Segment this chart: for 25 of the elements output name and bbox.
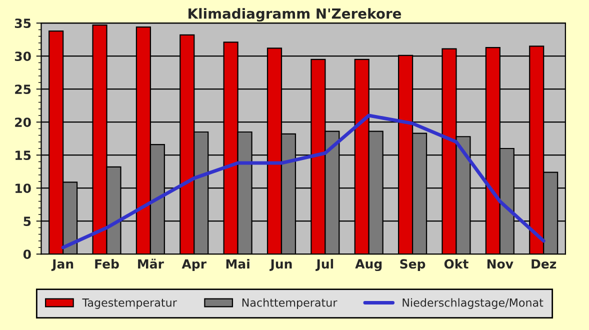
x-tick-label: Nov — [487, 259, 514, 269]
y-tick-label: 30 — [14, 52, 31, 62]
line-series — [61, 114, 546, 250]
x-tick-label: Sep — [400, 259, 426, 272]
y-tick-label: 10 — [16, 184, 31, 194]
x-tick-label: Mai — [226, 258, 250, 269]
x-tick-label: Jun — [270, 259, 292, 271]
x-tick-label: Mär — [138, 258, 164, 269]
legend-label: Niederschlagstage/Monat — [402, 298, 544, 309]
x-tick-label: Jan — [51, 259, 74, 271]
y-tick-label: 20 — [15, 118, 31, 128]
x-tick-label: Aug — [355, 259, 382, 272]
y-tick-label: 15 — [16, 150, 31, 160]
y-tick-label: 5 — [24, 216, 31, 226]
x-tick-label: Apr — [182, 259, 206, 272]
x-tick-label: Jul — [316, 258, 334, 271]
legend-label: Tagestemperatur — [82, 298, 177, 309]
x-tick-label: Feb — [95, 258, 119, 269]
y-tick-label: 35 — [14, 18, 31, 28]
x-tick-label: Dez — [532, 259, 556, 269]
x-tick-label: Okt — [444, 258, 468, 269]
y-tick-label: 0 — [23, 250, 31, 260]
y-tick-label: 25 — [15, 84, 31, 94]
chart-title: Klimadiagramm N'Zerekore — [188, 8, 402, 22]
legend-label: Nachttemperatur — [242, 298, 338, 309]
